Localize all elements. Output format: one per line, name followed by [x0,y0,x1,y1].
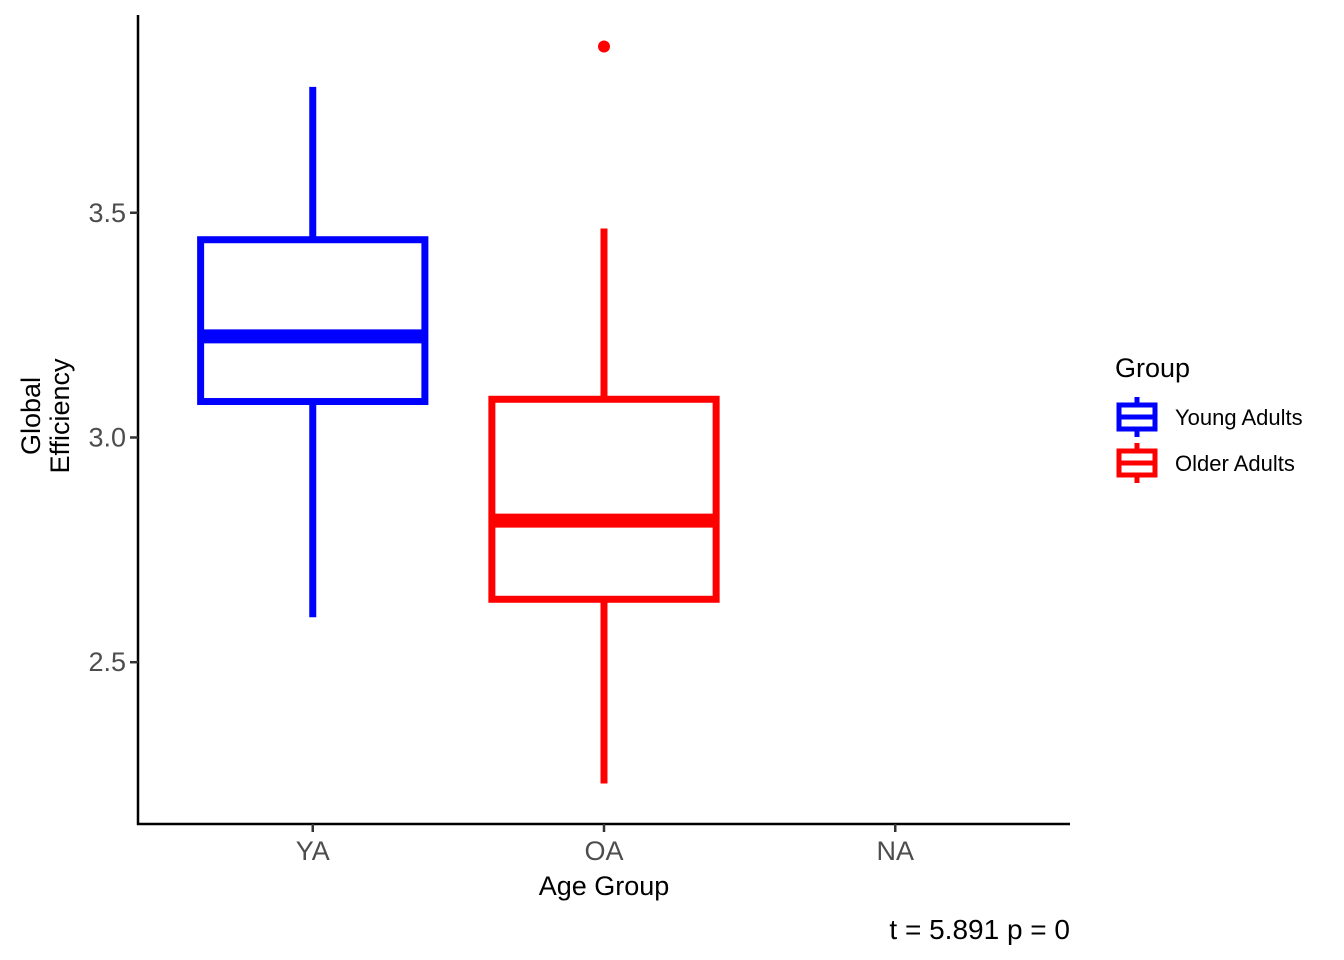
x-axis-title: Age Group [539,871,670,901]
iqr-box [488,395,720,603]
legend-label: Young Adults [1175,405,1303,430]
y-ticks: 2.5 3.0 3.5 [88,198,138,677]
y-tick-label: 3.5 [88,198,126,228]
legend-key-2: Older Adults [1116,443,1295,483]
x-tick-label: OA [584,836,623,866]
legend: Group Young Adults Older Adults [1115,353,1303,483]
y-axis-title: Global Efficiency [16,358,75,474]
x-tick-label: NA [876,836,914,866]
caption-text: t = 5.891 p = 0 [889,914,1070,945]
y-axis-title-line-1: Global [16,377,46,455]
y-axis-title-line-2: Efficiency [45,358,75,474]
iqr-box [197,236,429,406]
legend-title: Group [1115,353,1190,383]
legend-label: Older Adults [1175,451,1295,476]
box-ya [197,86,429,618]
x-tick-label: YA [296,836,330,866]
legend-key-1: Young Adults [1116,397,1303,437]
outlier-point [598,40,610,53]
plot-marks [197,40,720,784]
x-ticks: YA OA NA [296,824,914,866]
legend-keys: Young Adults Older Adults [1116,397,1303,483]
y-tick-label: 3.0 [88,422,126,452]
box-oa [488,40,720,784]
y-tick-label: 2.5 [88,647,126,677]
